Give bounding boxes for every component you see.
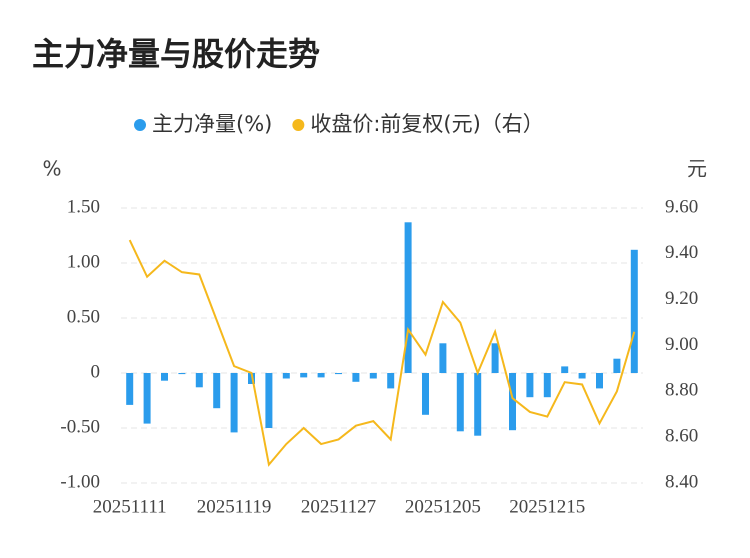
bar: [491, 343, 499, 373]
bar: [126, 373, 134, 405]
x-tick-label: 20251127: [301, 496, 376, 517]
bar: [230, 373, 238, 433]
bar: [422, 373, 429, 415]
y2-tick-label: 9.60: [665, 196, 698, 217]
y2-tick-label: 9.00: [665, 334, 698, 355]
bar: [474, 373, 482, 436]
bar: [439, 343, 447, 373]
legend-marker: [134, 119, 146, 131]
bar: [526, 373, 534, 398]
bar: [613, 358, 621, 373]
bar: [213, 373, 221, 409]
bar: [561, 366, 569, 373]
y-tick-label: 1.50: [67, 196, 100, 217]
x-tick-label: 20251111: [93, 496, 167, 517]
bar: [543, 373, 551, 398]
bar: [509, 373, 516, 431]
bar: [387, 373, 395, 389]
y-tick-label: 0: [91, 361, 101, 382]
legend-label: 收盘价:前复权(元)（右）: [310, 112, 543, 136]
bar: [630, 249, 638, 373]
y-tick-label: 1.00: [67, 251, 100, 272]
bar: [596, 373, 603, 389]
bar: [161, 373, 168, 381]
y2-axis-label: 元: [687, 157, 707, 181]
bar: [143, 373, 151, 424]
y-tick-label: -0.50: [60, 416, 100, 437]
x-tick-label: 20251205: [405, 496, 481, 517]
y2-tick-label: 8.40: [665, 471, 698, 492]
chart-title: 主力净量与股价走势: [32, 35, 320, 73]
y2-tick-label: 9.40: [665, 242, 698, 263]
legend-marker: [292, 119, 305, 131]
bar: [335, 373, 342, 375]
y-tick-label: -1.00: [60, 471, 100, 492]
y2-tick-label: 8.80: [665, 380, 698, 401]
bar: [352, 373, 360, 382]
y-axis-label: %: [42, 157, 61, 181]
bar: [456, 373, 464, 432]
bar: [265, 373, 273, 428]
y2-tick-label: 8.60: [665, 426, 698, 447]
bar: [369, 373, 377, 379]
x-tick-label: 20251215: [509, 496, 585, 517]
bar: [317, 373, 325, 378]
bar: [248, 373, 255, 384]
bar: [300, 373, 308, 378]
bar: [578, 373, 586, 379]
bar: [178, 373, 186, 375]
y-tick-label: 0.50: [67, 306, 100, 327]
bar: [404, 222, 412, 373]
y2-tick-label: 9.20: [665, 288, 698, 309]
bar: [195, 373, 203, 388]
bar: [282, 373, 290, 379]
x-tick-label: 20251119: [197, 496, 272, 517]
line: [128, 239, 636, 467]
legend-label: 主力净量(%): [152, 112, 272, 136]
